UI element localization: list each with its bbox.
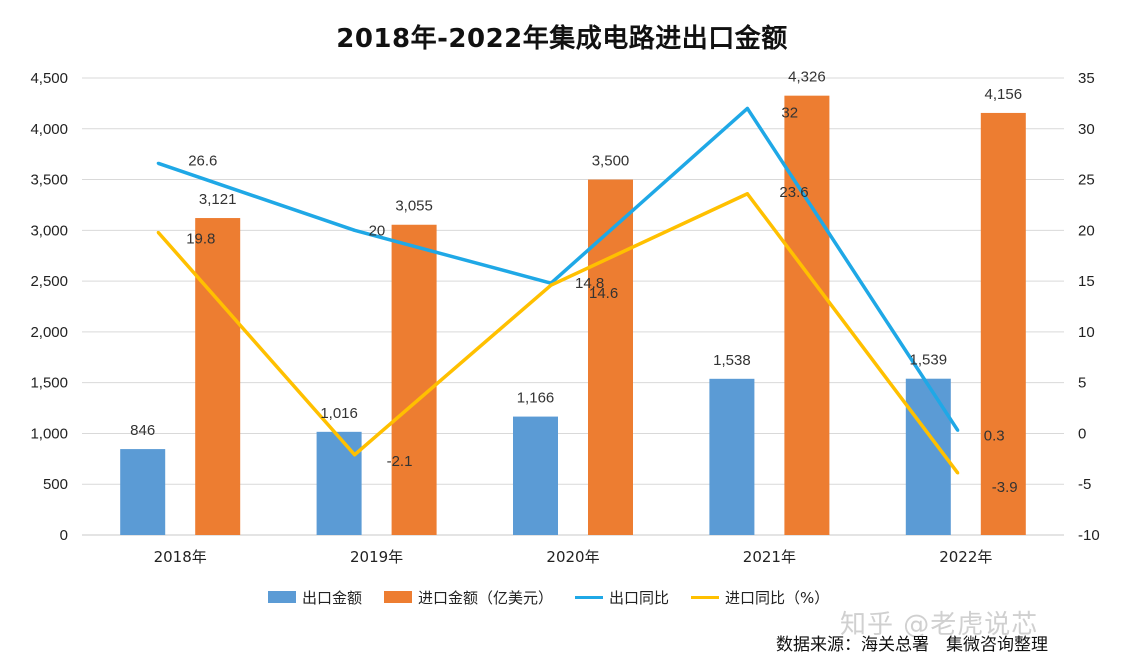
bar-import — [784, 95, 830, 536]
point-import-yoy — [549, 283, 553, 287]
y-right-tick-label: -5 — [1078, 476, 1091, 493]
y-left-tick-label: 0 — [60, 527, 68, 544]
line-import-yoy-label: 19.8 — [186, 230, 215, 247]
legend-swatch-import — [384, 591, 413, 603]
x-tick-label: 2018年 — [154, 548, 207, 566]
x-tick-label: 2019年 — [350, 548, 403, 566]
legend-swatch-export-yoy — [575, 595, 604, 599]
legend-label-import: 进口金额（亿美元） — [418, 588, 554, 607]
y-right-tick-label: 15 — [1078, 273, 1095, 290]
bar-export — [316, 431, 362, 535]
legend-swatch-import-yoy — [691, 595, 720, 599]
point-export-yoy — [353, 228, 357, 232]
chart-title: 2018年-2022年集成电路进出口金额 — [336, 24, 788, 54]
line-export-yoy — [157, 106, 960, 432]
legend-label-export: 出口金额 — [302, 588, 363, 607]
bar-export-label: 1,538 — [713, 352, 751, 369]
y-right-tick-label: 10 — [1078, 324, 1095, 341]
y-right-tick-label: 0 — [1078, 425, 1086, 442]
bar-import-label: 3,121 — [199, 191, 237, 208]
point-import-yoy — [353, 453, 357, 457]
y-right-tick-label: 25 — [1078, 172, 1095, 189]
y-left-tick-label: 1,500 — [30, 375, 68, 392]
y-right-tick-label: 35 — [1078, 70, 1095, 87]
line-import-yoy-label: -3.9 — [992, 479, 1018, 496]
point-import-yoy — [956, 471, 960, 475]
x-tick-label: 2020年 — [546, 548, 599, 566]
y-left-tick-label: 3,000 — [30, 222, 68, 239]
y-right-tick-label: 30 — [1078, 121, 1095, 138]
x-tick-label: 2022年 — [939, 548, 992, 566]
point-export-yoy — [156, 161, 160, 165]
y-left-tick-label: 2,000 — [30, 324, 68, 341]
bar-import — [980, 112, 1026, 535]
y-right-tick-label: 5 — [1078, 375, 1086, 392]
y-left-tick-label: 500 — [43, 476, 68, 493]
point-import-yoy — [745, 192, 749, 196]
point-export-yoy — [745, 106, 749, 110]
legend-item-export: 出口金额 — [268, 587, 362, 608]
bar-import — [195, 218, 241, 535]
line-import-yoy-label: 23.6 — [779, 184, 808, 201]
legend-label-export-yoy: 出口同比 — [609, 588, 670, 607]
legend-item-import: 进口金额（亿美元） — [384, 587, 553, 608]
point-export-yoy — [956, 428, 960, 432]
bar-export-label: 1,166 — [517, 390, 555, 407]
bar-import-label: 3,055 — [395, 198, 433, 215]
line-import-yoy-label: -2.1 — [387, 453, 413, 470]
legend-label-import-yoy: 进口同比（%） — [725, 588, 830, 607]
source-note: 数据来源：海关总署 集微咨询整理 — [776, 635, 1048, 655]
bar-import-label: 4,156 — [985, 86, 1023, 103]
y-left-tick-label: 4,000 — [30, 121, 68, 138]
bar-export — [709, 378, 755, 535]
legend: 出口金额 进口金额（亿美元） 出口同比 进口同比（%） — [268, 586, 829, 608]
line-export-yoy-label: 26.6 — [188, 152, 217, 169]
legend-item-import-yoy: 进口同比（%） — [691, 587, 829, 608]
bar-export — [905, 378, 951, 535]
line-export-yoy-label: 0.3 — [984, 427, 1005, 444]
bar-export — [120, 449, 166, 535]
line-export-yoy-label: 20 — [369, 222, 386, 239]
y-right-tick-label: -10 — [1078, 527, 1100, 544]
bar-import — [588, 179, 633, 536]
bar-export-label: 1,016 — [320, 405, 358, 422]
line-export-yoy-label: 14.8 — [575, 275, 604, 292]
bar-import — [391, 224, 437, 535]
watermark-text: 知乎 @老虎说芯 — [840, 610, 1039, 640]
bar-export — [513, 416, 558, 535]
legend-item-export-yoy: 出口同比 — [575, 587, 669, 608]
bar-import-label: 3,500 — [592, 153, 630, 170]
y-left-tick-label: 3,500 — [30, 172, 68, 189]
x-tick-label: 2021年 — [743, 548, 796, 566]
y-left-tick-label: 4,500 — [30, 70, 68, 87]
y-left-tick-label: 1,000 — [30, 425, 68, 442]
bar-export-label: 846 — [130, 422, 155, 439]
bar-export-label: 1,539 — [910, 352, 948, 369]
point-import-yoy — [156, 230, 160, 234]
line-import-yoy-label: 14.6 — [589, 285, 618, 302]
line-export-yoy-label: 32 — [781, 104, 798, 121]
legend-swatch-export — [268, 591, 296, 603]
y-left-tick-label: 2,500 — [30, 273, 68, 290]
y-right-tick-label: 20 — [1078, 222, 1095, 239]
bar-import-label: 4,326 — [788, 69, 826, 86]
